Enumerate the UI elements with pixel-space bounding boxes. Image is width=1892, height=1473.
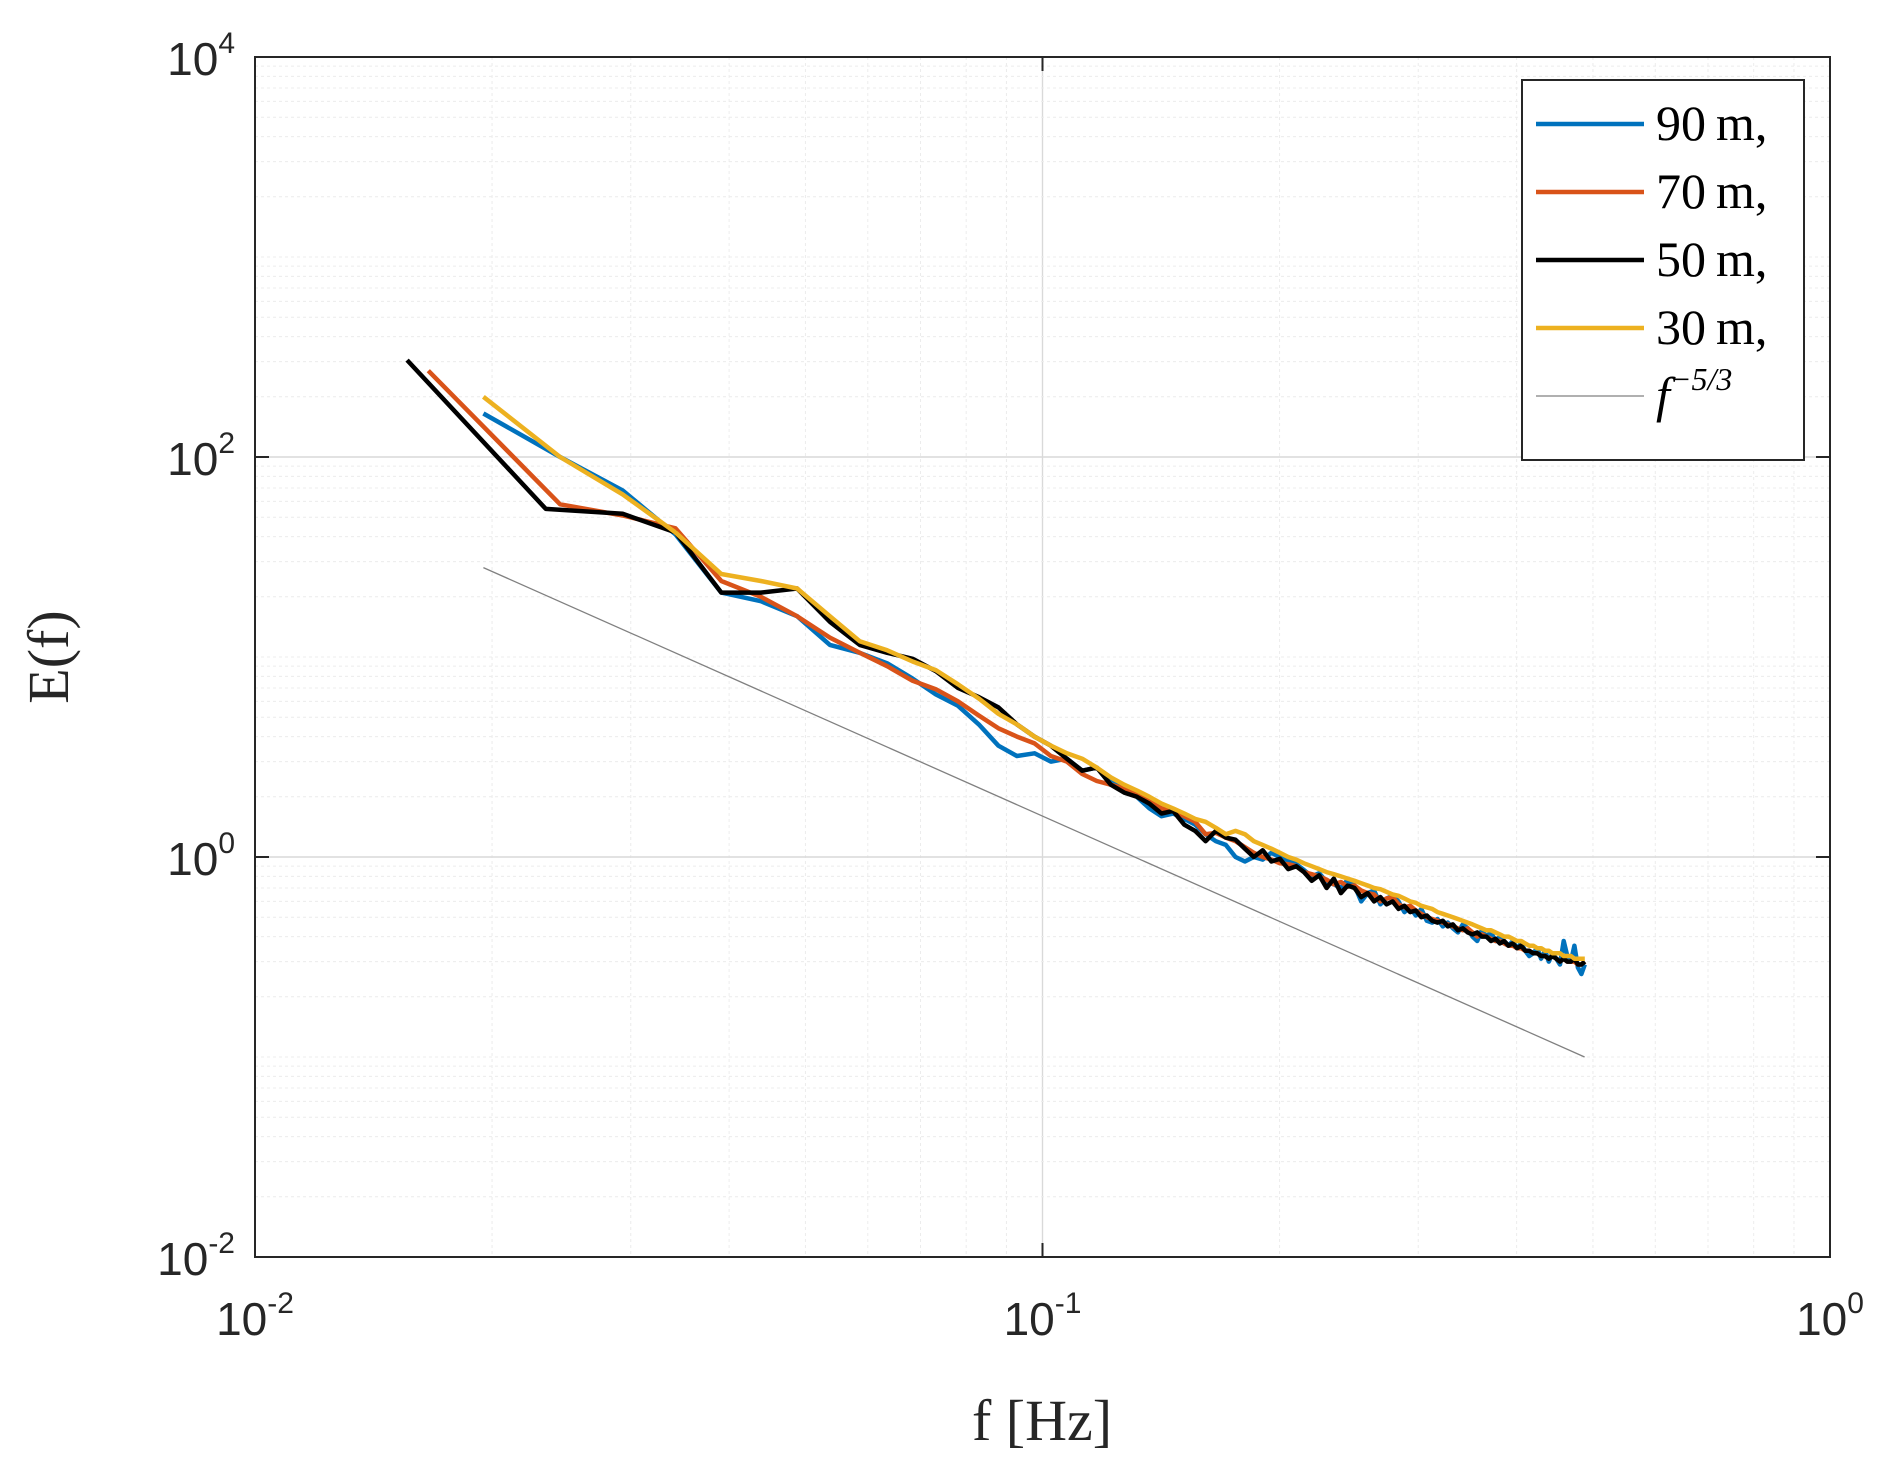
x-tick-label: 10-2 <box>216 1287 294 1345</box>
legend-label: 50 m, <box>1656 231 1767 287</box>
data-series <box>405 358 1587 1058</box>
y-tick-label: 102 <box>167 427 235 485</box>
y-tick-label: 10-2 <box>157 1227 235 1285</box>
legend-box <box>1521 79 1805 461</box>
legend: 90 m,70 m,50 m,30 m,f−5/3 <box>1521 79 1805 461</box>
legend-item: 90 m, <box>1536 95 1767 151</box>
y-axis-label: E(f) <box>16 610 81 703</box>
legend-item: 50 m, <box>1536 231 1767 287</box>
legend-item: 30 m, <box>1536 299 1767 355</box>
y-tick-label: 104 <box>167 27 235 85</box>
x-axis-label: f [Hz] <box>972 1388 1112 1453</box>
reference-line-f-minus-5-3 <box>483 567 1585 1058</box>
legend-label: 70 m, <box>1656 163 1767 219</box>
grid-lines <box>254 57 1830 1258</box>
x-tick-label: 100 <box>1796 1287 1864 1345</box>
y-tick-label: 100 <box>167 827 235 885</box>
series-line-30m <box>482 395 1585 961</box>
axis-ticks: 10-2 10-1 100 10-2 100 102 104 <box>157 27 1864 1345</box>
legend-label: 90 m, <box>1656 95 1767 151</box>
legend-item: 70 m, <box>1536 163 1767 219</box>
legend-items: 90 m,70 m,50 m,30 m,f−5/3 <box>1536 95 1767 423</box>
x-tick-label: 10-1 <box>1004 1287 1082 1345</box>
legend-label: 30 m, <box>1656 299 1767 355</box>
